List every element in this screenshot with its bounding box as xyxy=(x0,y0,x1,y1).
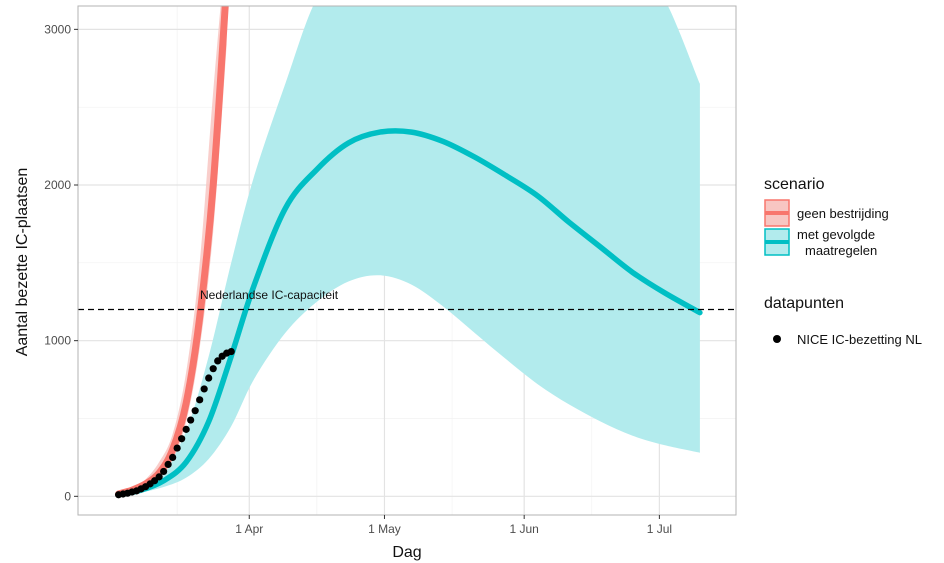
x-axis-title: Dag xyxy=(392,544,421,561)
nice-data-point xyxy=(196,396,204,404)
y-tick-label: 2000 xyxy=(44,178,71,192)
legend-label-met-gevolgde-line1: met gevolgde xyxy=(797,227,875,242)
legend: scenario geen bestrijding met gevolgde m… xyxy=(764,176,922,347)
y-axis-ticks: 0 1000 2000 3000 xyxy=(44,22,78,503)
legend-key-nice-point xyxy=(773,335,781,343)
nice-data-point xyxy=(160,467,168,476)
line-met-gevolgde-maatregelen xyxy=(115,128,703,498)
nice-data-point xyxy=(214,357,222,365)
legend-label-geen-bestrijding: geen bestrijding xyxy=(797,206,889,221)
x-tick-label: 1 Apr xyxy=(235,522,263,536)
nice-data-point xyxy=(209,365,217,373)
nice-data-point xyxy=(200,385,208,393)
data-points xyxy=(114,347,235,499)
nice-data-point xyxy=(187,416,195,424)
nice-data-point xyxy=(173,444,181,452)
legend-item-geen-bestrijding: geen bestrijding xyxy=(764,199,889,227)
legend-label-nice: NICE IC-bezetting NL xyxy=(797,332,922,347)
legend-title-datapunten: datapunten xyxy=(764,295,844,312)
legend-label-met-gevolgde-line2: maatregelen xyxy=(805,243,877,258)
band-met-gevolgde-maatregelen xyxy=(118,6,700,496)
nice-data-point xyxy=(155,473,163,481)
nice-data-point xyxy=(227,347,235,356)
nice-data-point xyxy=(169,453,177,462)
x-tick-label: 1 Jul xyxy=(647,522,672,536)
x-tick-label: 1 Jun xyxy=(509,522,538,536)
y-tick-label: 3000 xyxy=(44,22,71,36)
x-tick-label: 1 May xyxy=(368,522,401,536)
x-axis-ticks: 1 Apr 1 May 1 Jun 1 Jul xyxy=(235,515,672,536)
nice-data-point xyxy=(182,425,190,433)
nice-data-point xyxy=(164,460,172,469)
legend-title-scenario: scenario xyxy=(764,176,825,193)
y-tick-label: 0 xyxy=(64,489,71,503)
legend-item-nice: NICE IC-bezetting NL xyxy=(773,332,922,347)
y-tick-label: 1000 xyxy=(44,334,71,348)
y-axis-title: Aantal bezette IC-plaatsen xyxy=(14,168,31,357)
ic-capacity-label: Nederlandse IC-capaciteit xyxy=(200,288,339,302)
nice-data-point xyxy=(178,435,186,443)
nice-data-point xyxy=(205,374,213,382)
legend-item-met-gevolgde-maatregelen: met gevolgde maatregelen xyxy=(764,227,877,258)
nice-data-point xyxy=(191,407,199,415)
plot-border xyxy=(77,5,737,516)
